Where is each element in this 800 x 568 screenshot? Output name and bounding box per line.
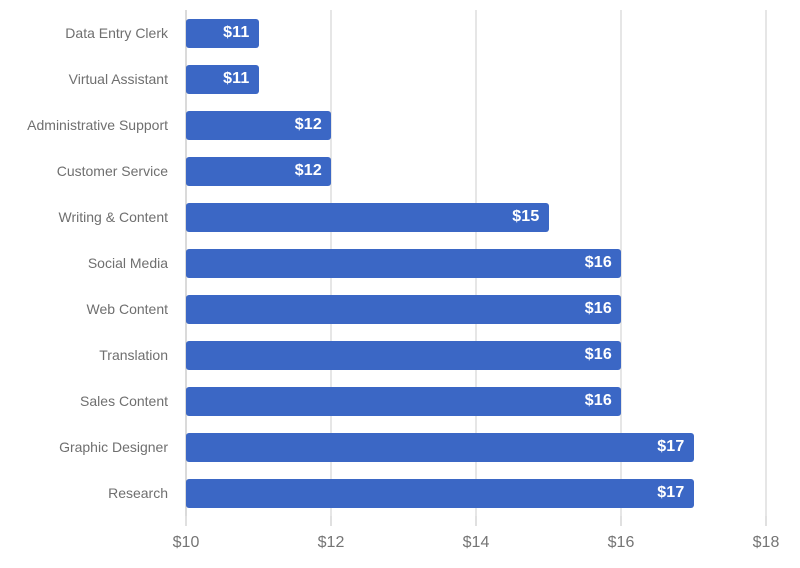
bar-value-label: $16 [584,254,612,271]
bar-row: $12 [186,102,766,148]
gridline [620,10,622,516]
bar-value-label: $17 [657,484,685,501]
category-row: Writing & Content [0,194,177,240]
category-label: Graphic Designer [59,439,168,455]
bar: $11 [186,64,259,94]
category-row: Graphic Designer [0,424,177,470]
x-tick-label: $14 [462,534,490,551]
x-tick-label: $12 [317,534,345,551]
axis-tickmark [620,516,622,526]
x-tick-label: $16 [607,534,635,551]
bar-value-label: $12 [294,116,322,133]
category-label: Research [108,485,168,501]
category-label: Writing & Content [58,209,168,225]
category-row: Administrative Support [0,102,177,148]
axis-tickmark [765,516,767,526]
category-row: Data Entry Clerk [0,10,177,56]
bar: $17 [186,478,694,508]
category-label: Customer Service [56,163,168,179]
axis-tickmark [330,516,332,526]
category-label: Administrative Support [27,117,168,133]
bar-value-label: $15 [512,208,540,225]
category-row: Sales Content [0,378,177,424]
category-label: Sales Content [80,393,168,409]
bars: $11 $11 $12 $12 $15 $16 $16 $16 $16 $17 $17 [186,10,766,516]
category-label: Virtual Assistant [68,71,168,87]
category-label: Translation [99,347,168,363]
bar-row: $11 [186,10,766,56]
category-label: Web Content [86,301,168,317]
bar-row: $16 [186,332,766,378]
bar-row: $15 [186,194,766,240]
category-row: Translation [0,332,177,378]
plot-area: $11 $11 $12 $12 $15 $16 $16 $16 $16 $17 $17 [185,10,767,526]
bar-row: $16 [186,286,766,332]
x-tick-label: $10 [172,534,200,551]
category-label: Data Entry Clerk [65,25,168,41]
bar: $17 [186,432,694,462]
category-row: Virtual Assistant [0,56,177,102]
bar-value-label: $12 [294,162,322,179]
category-label: Social Media [87,255,168,271]
bar: $15 [186,202,549,232]
category-labels: Data Entry Clerk Virtual Assistant Adminis… [0,10,177,516]
bar-row: $12 [186,148,766,194]
bar-value-label: $16 [584,346,612,363]
bar-row: $11 [186,56,766,102]
category-row: Customer Service [0,148,177,194]
bar-row: $16 [186,240,766,286]
x-axis: $10 $12 $14 $16 $18 [173,534,780,556]
bar-row: $17 [186,470,766,516]
bar: $11 [186,18,259,48]
bar-value-label: $16 [584,300,612,317]
bar: $12 [186,156,331,186]
bar: $16 [186,294,621,324]
axis-tickmark [475,516,477,526]
bar-value-label: $16 [584,392,612,409]
bar-row: $16 [186,378,766,424]
bar-row: $17 [186,424,766,470]
bar-value-label: $17 [657,438,685,455]
category-row: Social Media [0,240,177,286]
x-tick-label: $18 [752,534,780,551]
bar: $16 [186,340,621,370]
bar-value-label: $11 [223,70,250,87]
bar: $12 [186,110,331,140]
gridline [765,10,767,516]
bar-value-label: $11 [223,24,250,41]
bar: $16 [186,386,621,416]
category-row: Research [0,470,177,516]
bar: $16 [186,248,621,278]
axis-tickmark [185,516,187,526]
category-row: Web Content [0,286,177,332]
